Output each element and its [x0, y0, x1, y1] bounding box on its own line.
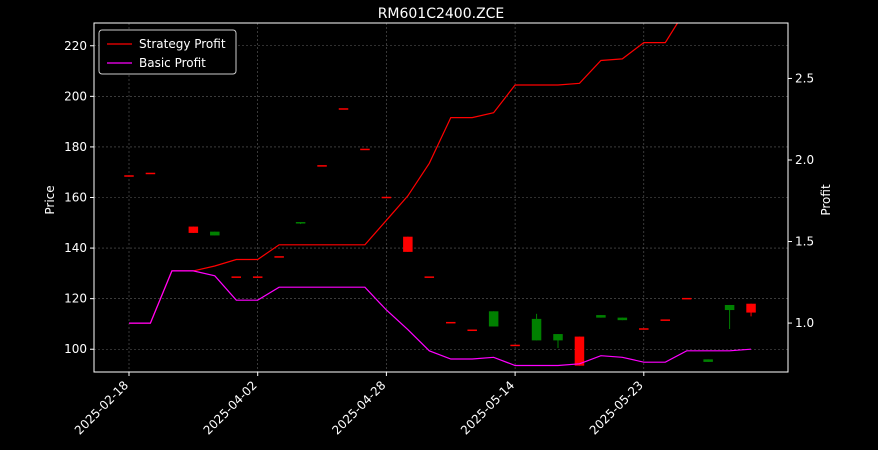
candle-body — [531, 318, 542, 341]
right-y-axis-label: Profit — [819, 184, 833, 216]
candle-body — [617, 317, 628, 321]
candle-body — [553, 334, 563, 341]
left-y-tick-label: 180 — [64, 140, 87, 154]
candle-body — [681, 297, 692, 300]
candlesticks — [124, 108, 756, 366]
candle-body — [274, 256, 284, 258]
candle-body — [703, 359, 713, 362]
legend-box — [98, 29, 237, 75]
candle-body — [467, 329, 477, 332]
candle-body — [252, 276, 263, 278]
right-y-tick-label: 1.5 — [795, 235, 814, 249]
right-y-axis-ticks: 1.0 1.5 2.0 2.5 — [788, 71, 814, 330]
candle-body — [210, 231, 220, 236]
candle-body — [446, 321, 456, 324]
candle-body — [124, 175, 134, 177]
right-y-tick-label: 1.0 — [795, 316, 814, 330]
candle-body — [231, 276, 241, 278]
right-y-tick-label: 2.5 — [795, 71, 814, 85]
left-y-tick-label: 140 — [64, 241, 87, 255]
left-y-tick-label: 200 — [64, 89, 87, 103]
candle-body — [660, 319, 670, 321]
legend-strategy-label: Strategy Profit — [139, 37, 226, 51]
candle-body — [746, 303, 756, 313]
candle-body — [574, 336, 585, 366]
left-y-tick-label: 160 — [64, 191, 87, 205]
candle-body — [295, 222, 306, 224]
legend: Strategy Profit Basic Profit — [98, 29, 237, 75]
candle-body — [381, 196, 392, 199]
left-y-axis-label: Price — [43, 185, 57, 214]
basic-profit-line — [129, 270, 752, 367]
candle-body — [145, 172, 156, 175]
strategy-profit-line — [129, 23, 679, 324]
chart-title: RM601C2400.ZCE — [378, 6, 505, 22]
candle-body — [360, 148, 370, 151]
right-y-tick-label: 2.0 — [795, 153, 814, 167]
left-y-tick-label: 100 — [64, 342, 87, 356]
candle-body — [338, 108, 349, 110]
candle-body — [424, 276, 435, 278]
candle-body — [188, 226, 199, 233]
left-y-tick-label: 220 — [64, 39, 87, 53]
candle-body — [317, 165, 327, 167]
candle-body — [724, 304, 735, 311]
candle-body — [639, 328, 649, 330]
profit-lines — [129, 23, 752, 367]
candle-body — [403, 236, 413, 252]
left-y-axis-ticks: 100 120 140 160 180 200 220 — [64, 39, 94, 356]
left-y-tick-label: 120 — [64, 292, 87, 306]
candle-body — [596, 315, 606, 318]
legend-basic-label: Basic Profit — [139, 56, 206, 70]
candle-body — [510, 344, 520, 347]
candle-body — [488, 311, 499, 327]
